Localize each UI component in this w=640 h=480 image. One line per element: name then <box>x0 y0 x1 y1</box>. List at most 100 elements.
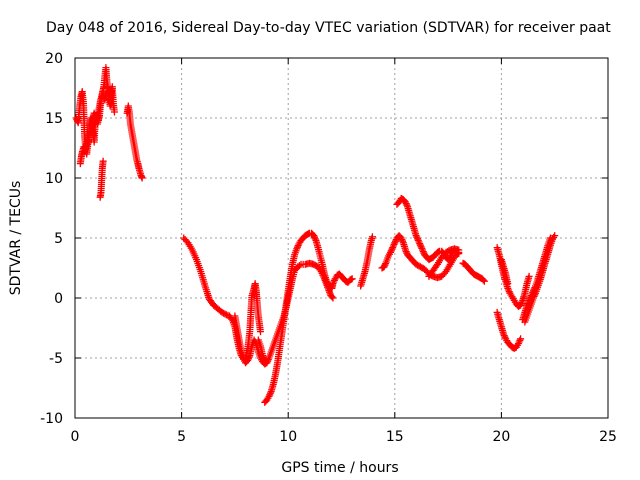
y-tick-label: 0 <box>54 291 63 307</box>
data-point <box>517 301 525 309</box>
data-point <box>529 288 537 296</box>
data-point <box>397 234 405 242</box>
data-point <box>415 238 423 246</box>
data-point <box>514 340 522 348</box>
data-point <box>517 335 525 343</box>
data-point <box>310 232 318 240</box>
data-point <box>479 276 487 284</box>
data-point <box>531 284 539 292</box>
data-point <box>382 260 390 268</box>
x-tick-label: 0 <box>71 429 80 445</box>
data-point <box>401 198 409 206</box>
x-tick-label: 15 <box>386 429 404 445</box>
data-point <box>447 252 455 260</box>
data-point <box>311 235 319 243</box>
data-point <box>402 200 410 208</box>
data-point <box>328 293 336 301</box>
data-point <box>413 233 421 241</box>
data-point <box>138 174 146 182</box>
data-point <box>528 290 536 298</box>
data-point <box>390 240 398 248</box>
chart-title: Day 048 of 2016, Sidereal Day-to-day VTE… <box>46 20 611 36</box>
data-point <box>416 241 424 249</box>
data-point <box>419 248 427 256</box>
data-point <box>329 280 337 288</box>
data-point <box>104 89 112 97</box>
data-point <box>380 263 388 271</box>
data-point <box>516 336 524 344</box>
data-point <box>221 310 229 318</box>
data-point <box>389 242 397 250</box>
data-point <box>515 338 523 346</box>
data-point <box>527 293 535 301</box>
data-point <box>500 332 508 340</box>
data-point <box>403 201 411 209</box>
data-point <box>260 355 268 363</box>
data-point <box>455 246 463 254</box>
y-tick-label: 15 <box>45 111 63 127</box>
data-point <box>417 243 425 251</box>
data-point <box>418 244 426 252</box>
data-point <box>480 277 488 285</box>
data-point <box>295 262 303 270</box>
x-tick-label: 5 <box>177 429 186 445</box>
data-point <box>323 277 331 285</box>
y-tick-label: 20 <box>45 51 63 67</box>
y-axis-label: SDTVAR / TECUs <box>8 181 24 296</box>
data-point <box>293 245 301 253</box>
data-point <box>416 240 424 248</box>
data-point <box>414 236 422 244</box>
data-point <box>500 330 508 338</box>
data-point <box>104 91 112 99</box>
data-point <box>517 300 525 308</box>
data-point <box>110 108 118 116</box>
data-point <box>323 279 331 287</box>
data-point <box>368 233 376 241</box>
data-point <box>266 391 274 399</box>
data-point <box>264 356 272 364</box>
data-point <box>329 294 337 302</box>
data-point <box>228 315 236 323</box>
data-point <box>518 298 526 306</box>
data-point <box>527 292 535 300</box>
x-tick-label: 25 <box>599 429 617 445</box>
data-point <box>505 286 513 294</box>
data-point <box>259 353 267 361</box>
data-point <box>381 261 389 269</box>
data-point <box>293 243 301 251</box>
data-point <box>419 246 427 254</box>
data-point <box>256 328 264 336</box>
data-point <box>524 300 532 308</box>
data-point <box>546 234 554 242</box>
data-markers <box>72 64 559 406</box>
data-point <box>529 287 537 295</box>
x-tick-label: 20 <box>492 429 510 445</box>
data-point <box>524 298 532 306</box>
data-point <box>530 285 538 293</box>
data-point <box>392 237 400 245</box>
data-point <box>107 100 115 108</box>
data-point <box>398 236 406 244</box>
data-point <box>265 392 273 400</box>
data-point <box>402 248 410 256</box>
data-point <box>412 232 420 240</box>
data-point <box>103 88 111 96</box>
y-tick-label: 10 <box>45 171 63 187</box>
data-point <box>399 237 407 245</box>
data-point <box>414 235 422 243</box>
data-point <box>266 389 274 397</box>
data-point <box>261 356 269 364</box>
data-point <box>310 233 318 241</box>
data-point <box>99 157 107 165</box>
data-point <box>391 239 399 247</box>
y-tick-label: -5 <box>49 351 63 367</box>
data-point <box>388 245 396 253</box>
data-point <box>348 275 356 283</box>
y-tick-label: -10 <box>40 411 63 427</box>
data-point <box>259 352 267 360</box>
data-point <box>330 278 338 286</box>
data-point <box>526 295 534 303</box>
x-tick-label: 10 <box>279 429 297 445</box>
